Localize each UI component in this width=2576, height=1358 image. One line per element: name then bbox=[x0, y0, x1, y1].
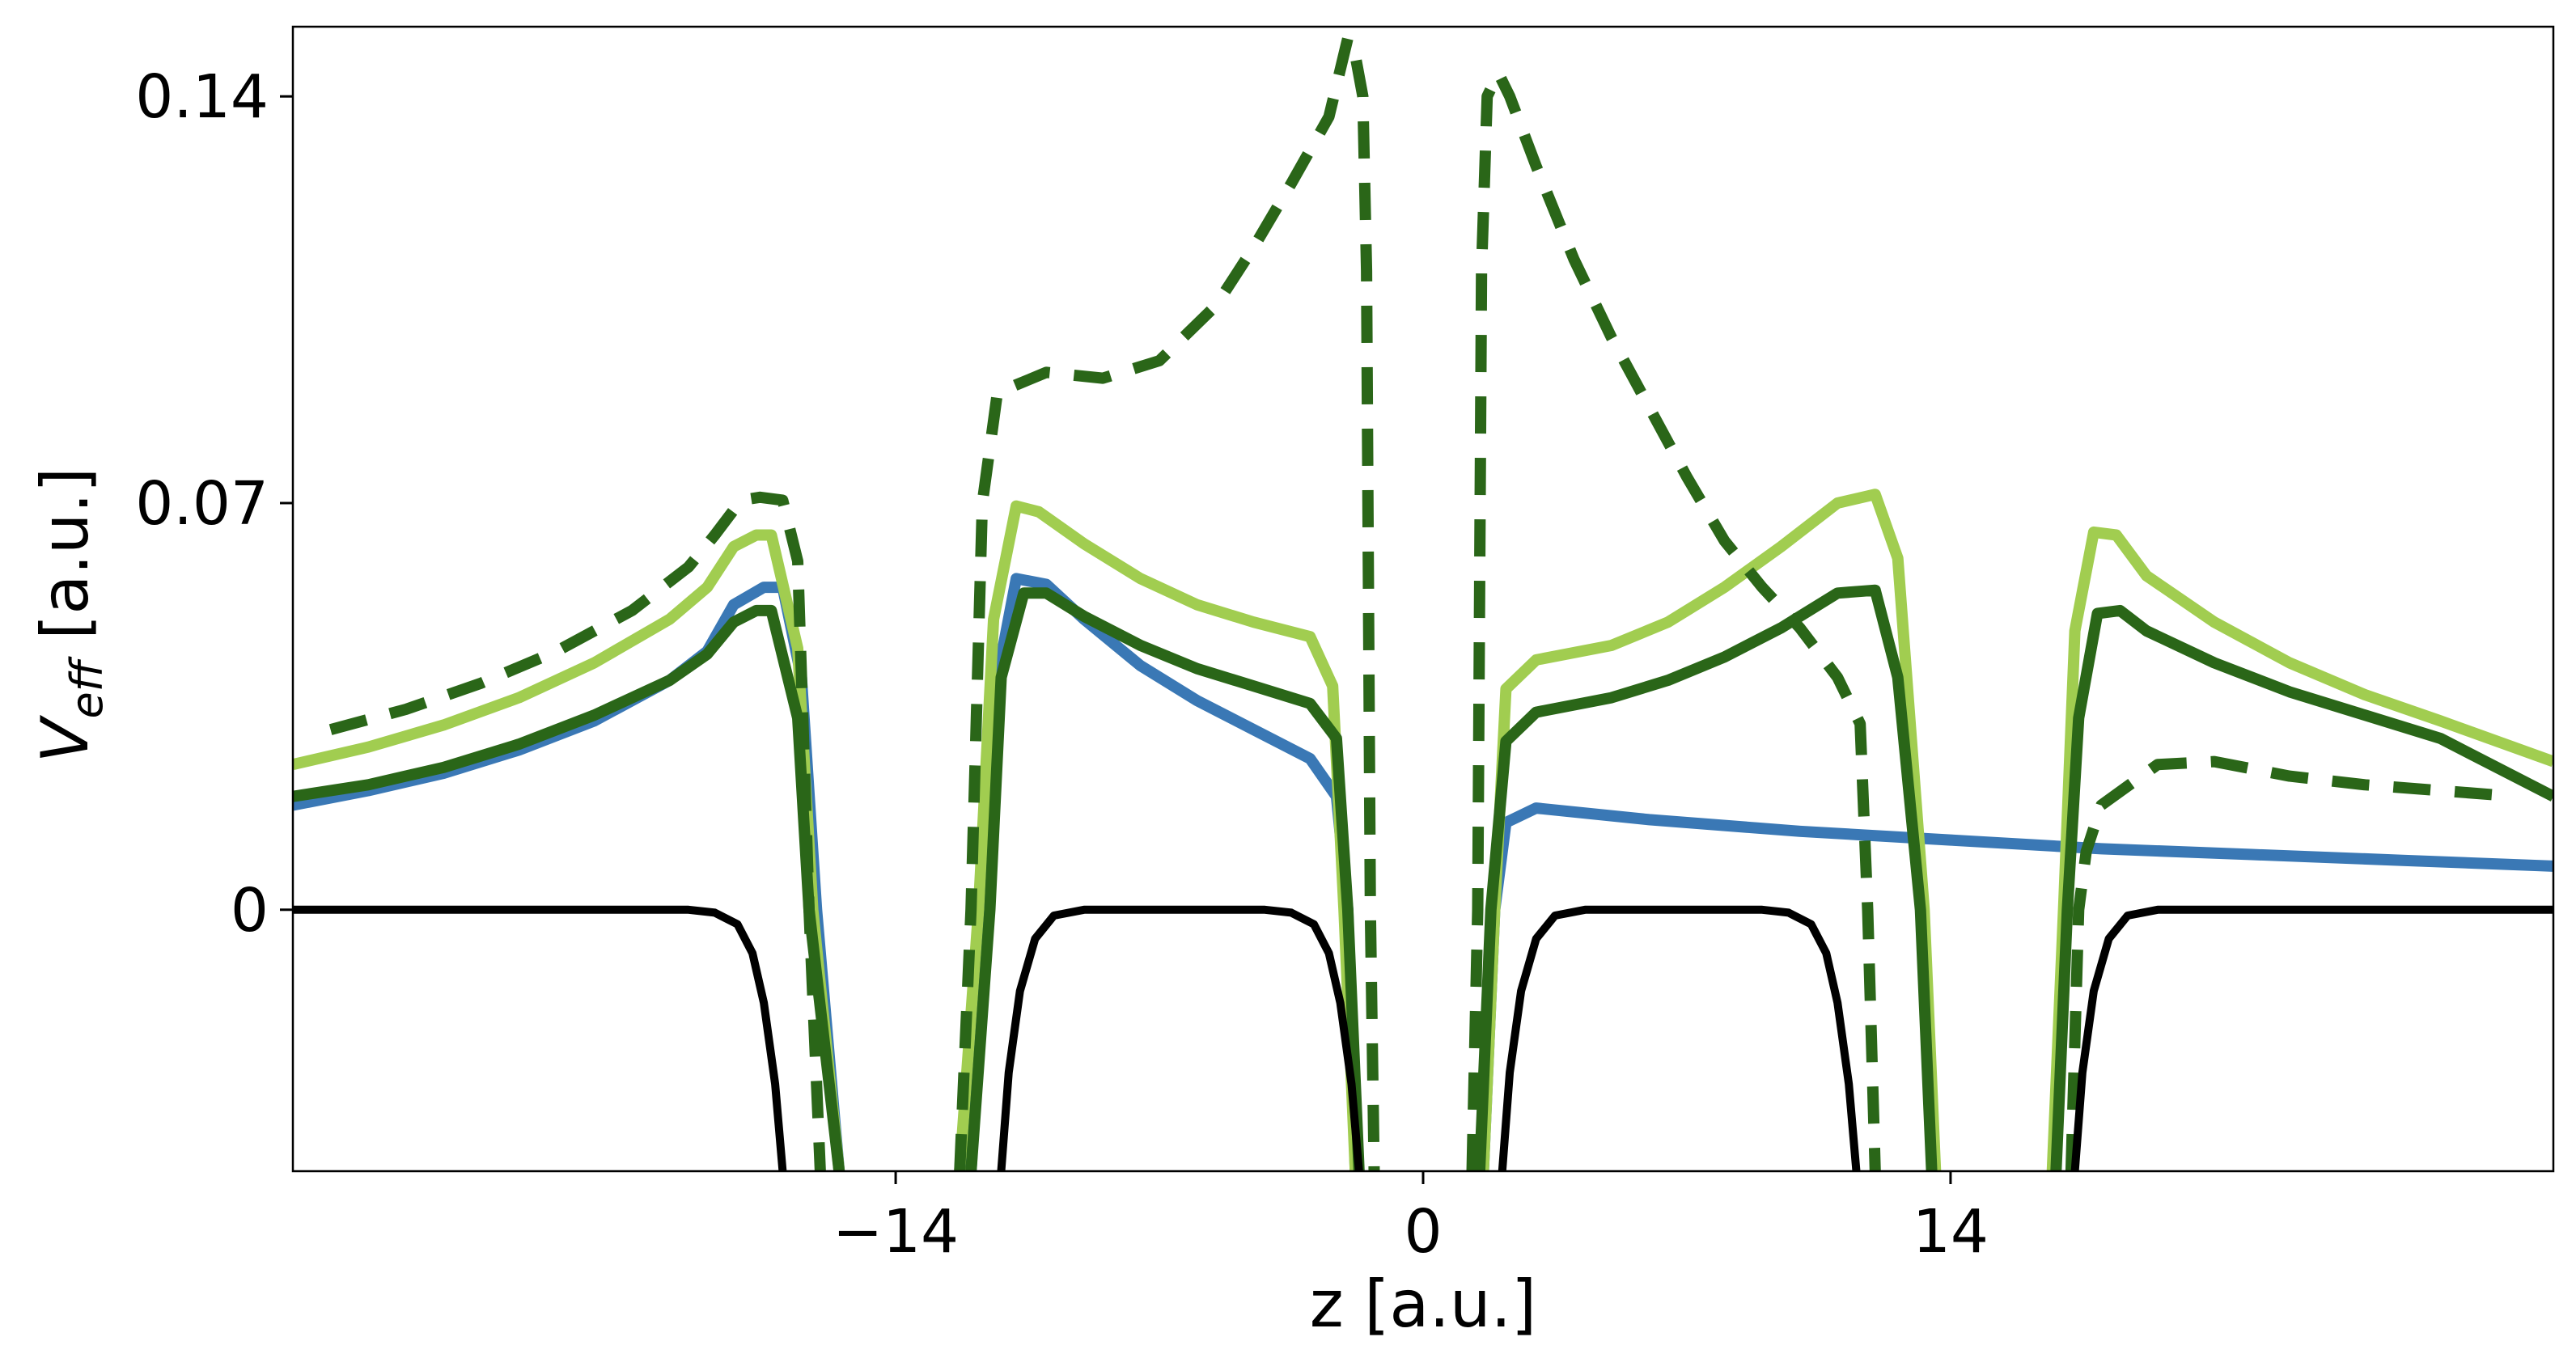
series-line-light-green bbox=[293, 489, 2553, 1171]
y-ticks: 0 0.07 0.14 bbox=[135, 62, 293, 946]
x-tick-label: −14 bbox=[833, 1197, 959, 1267]
x-tick-label: 0 bbox=[1404, 1197, 1442, 1267]
plot-series bbox=[293, 32, 2553, 1171]
y-tick-label: 0 bbox=[231, 876, 269, 946]
y-tick-label: 0.14 bbox=[135, 62, 269, 132]
x-axis-label: z [a.u.] bbox=[1310, 1267, 1536, 1342]
y-axis-label: Veff [a.u.] bbox=[28, 467, 112, 763]
series-line-black bbox=[293, 905, 2553, 1171]
y-axis-label-sub: eff bbox=[61, 656, 112, 718]
y-axis-label-main: V bbox=[28, 714, 103, 763]
x-tick-label: 14 bbox=[1913, 1197, 1989, 1267]
series-line-dark-green-dashed bbox=[328, 32, 2516, 1171]
plot-frame bbox=[291, 25, 2555, 1173]
y-axis-label-unit: [a.u.] bbox=[28, 467, 103, 660]
y-tick-label: 0.07 bbox=[135, 469, 269, 539]
x-ticks: −14 0 14 bbox=[833, 1171, 1989, 1267]
series-line-dark-green bbox=[293, 584, 2553, 1171]
